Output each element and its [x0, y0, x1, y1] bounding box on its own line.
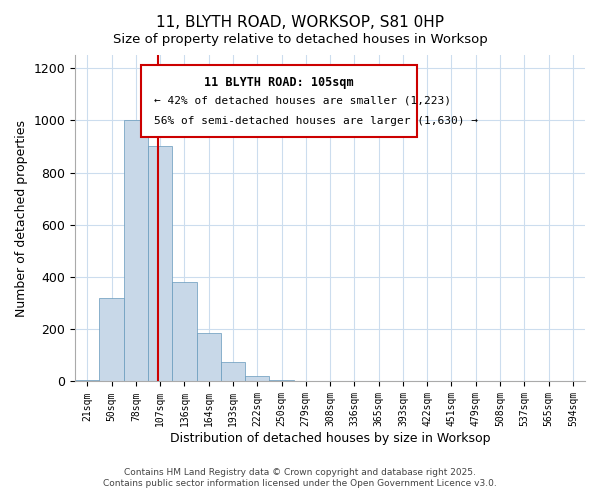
Bar: [124, 120, 148, 382]
Text: Contains HM Land Registry data © Crown copyright and database right 2025.
Contai: Contains HM Land Registry data © Crown c…: [103, 468, 497, 487]
Bar: [75, 380, 100, 382]
X-axis label: Distribution of detached houses by size in Worksop: Distribution of detached houses by size …: [170, 432, 490, 445]
Bar: [269, 380, 293, 382]
Text: 11 BLYTH ROAD: 105sqm: 11 BLYTH ROAD: 105sqm: [204, 76, 354, 89]
FancyBboxPatch shape: [142, 65, 417, 136]
Bar: [100, 298, 124, 382]
Bar: [197, 333, 221, 382]
Text: 11, BLYTH ROAD, WORKSOP, S81 0HP: 11, BLYTH ROAD, WORKSOP, S81 0HP: [156, 15, 444, 30]
Text: ← 42% of detached houses are smaller (1,223): ← 42% of detached houses are smaller (1,…: [154, 96, 451, 106]
Text: 56% of semi-detached houses are larger (1,630) →: 56% of semi-detached houses are larger (…: [154, 116, 478, 126]
Y-axis label: Number of detached properties: Number of detached properties: [15, 120, 28, 316]
Bar: [221, 362, 245, 382]
Bar: [148, 146, 172, 382]
Bar: [245, 376, 269, 382]
Text: Size of property relative to detached houses in Worksop: Size of property relative to detached ho…: [113, 32, 487, 46]
Bar: [172, 282, 197, 382]
